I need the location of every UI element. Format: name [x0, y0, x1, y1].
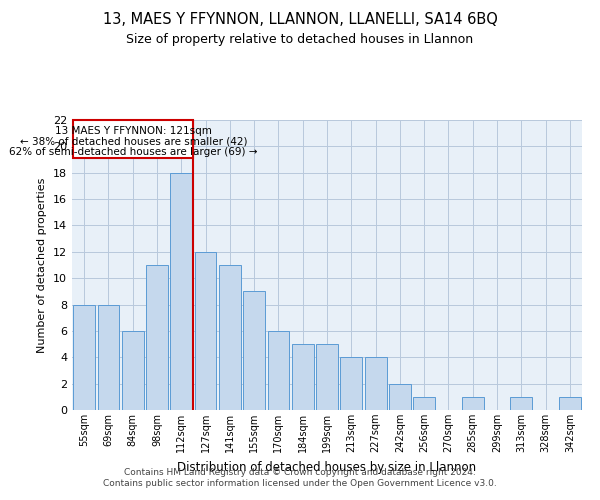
Bar [340, 358, 362, 410]
Bar [389, 384, 411, 410]
Bar [292, 344, 314, 410]
Bar [559, 397, 581, 410]
Bar [122, 331, 143, 410]
Bar [194, 252, 217, 410]
Bar [413, 397, 435, 410]
FancyBboxPatch shape [73, 120, 193, 158]
Text: Size of property relative to detached houses in Llannon: Size of property relative to detached ho… [127, 32, 473, 46]
Bar [462, 397, 484, 410]
Bar [219, 265, 241, 410]
Bar [511, 397, 532, 410]
Bar [97, 304, 119, 410]
Text: Contains HM Land Registry data © Crown copyright and database right 2024.
Contai: Contains HM Land Registry data © Crown c… [103, 468, 497, 487]
Bar [243, 292, 265, 410]
Bar [73, 304, 95, 410]
X-axis label: Distribution of detached houses by size in Llannon: Distribution of detached houses by size … [178, 460, 476, 473]
Bar [316, 344, 338, 410]
Text: 62% of semi-detached houses are larger (69) →: 62% of semi-detached houses are larger (… [9, 147, 257, 157]
Bar [170, 172, 192, 410]
Text: 13, MAES Y FFYNNON, LLANNON, LLANELLI, SA14 6BQ: 13, MAES Y FFYNNON, LLANNON, LLANELLI, S… [103, 12, 497, 28]
Text: 13 MAES Y FFYNNON: 121sqm: 13 MAES Y FFYNNON: 121sqm [55, 126, 212, 136]
Bar [146, 265, 168, 410]
Y-axis label: Number of detached properties: Number of detached properties [37, 178, 47, 352]
Text: ← 38% of detached houses are smaller (42): ← 38% of detached houses are smaller (42… [20, 136, 247, 146]
Bar [365, 358, 386, 410]
Bar [268, 331, 289, 410]
